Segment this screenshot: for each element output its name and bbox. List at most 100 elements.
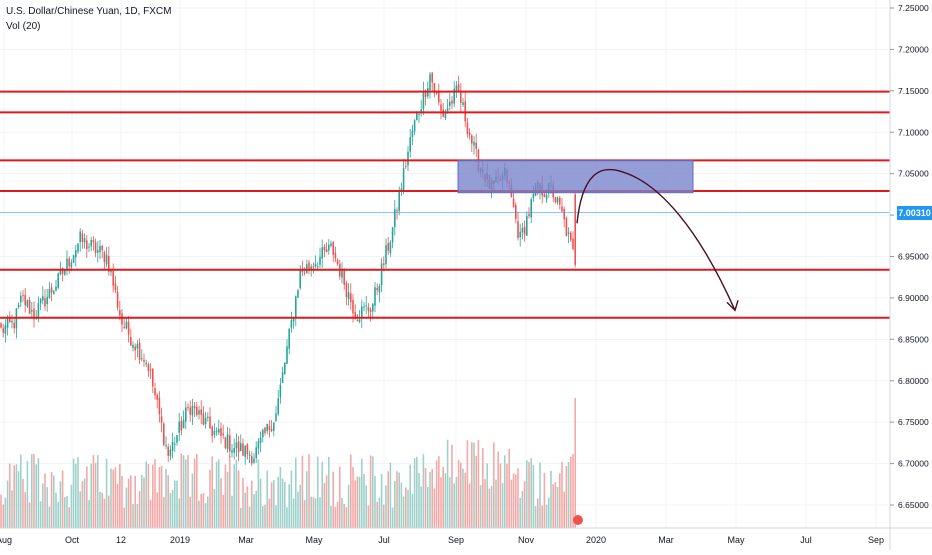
candle-up [207,416,209,418]
volume-bar [380,473,383,528]
volume-bar [121,476,123,528]
candle-down [572,238,574,250]
volume-bar [332,471,334,528]
volume-bar [262,506,264,528]
candle-down [180,420,183,431]
y-tick-label: 6.85000 [898,334,929,344]
volume-bar [550,470,552,528]
volume-bar [53,475,55,528]
volume-bar [457,459,460,528]
candle-up [290,320,293,328]
volume-bar [292,498,295,528]
candle-down [405,165,407,167]
volume-bar [2,504,4,528]
volume-bar [275,505,277,528]
volume-bar [72,458,75,528]
candle-up [556,197,559,203]
volume-bar [328,456,330,528]
volume-bar [136,503,139,528]
candle-down [123,326,125,328]
resistance-zone[interactable] [457,159,694,194]
candle-down [574,194,576,265]
candle-up [90,240,92,247]
candle-down [475,142,477,149]
candle-up [48,289,51,299]
volume-bar [152,464,154,528]
volume-bar [308,454,310,528]
candle-up [218,428,220,433]
volume-bar [83,478,86,528]
candle-down [554,197,557,202]
candle-down [33,308,35,320]
y-tick-label: 6.65000 [898,500,929,510]
candle-up [363,306,365,308]
volume-indicator-label[interactable]: Vol (20) [6,21,41,32]
volume-bar [339,466,341,528]
volume-bar [504,455,506,528]
candle-down [543,194,546,198]
volume-bar [484,479,486,528]
volume-bar [389,462,392,528]
candle-up [6,317,9,328]
candle-up [20,295,22,303]
volume-bar [37,458,40,528]
volume-bar [94,462,97,528]
volume-bar [167,475,169,528]
candle-up [64,269,66,275]
candle-down [158,397,161,415]
volume-bar [336,501,339,528]
candle-down [92,240,95,243]
candle-up [306,264,308,274]
candle-up [413,120,416,132]
candle-up [37,303,40,318]
horizontal-levels[interactable] [0,90,890,319]
volume-bar [160,466,163,528]
symbol-title[interactable]: U.S. Dollar/Chinese Yuan, 1D, FXCM [6,6,172,17]
volume-bar [116,483,119,528]
volume-bar [108,495,110,528]
candle-down [517,221,519,239]
volume-bar [147,463,150,528]
candle-down [138,342,141,360]
candle-down [28,300,31,315]
x-tick-label: 2020 [586,535,606,545]
x-tick-label: Jul [378,535,390,545]
volume-bar [110,468,112,528]
volume-bar [130,475,132,528]
volume-bar [446,439,449,528]
candle-down [167,446,169,456]
candle-down [189,407,191,415]
volume-bar [345,507,348,528]
volume-bar [28,502,31,528]
candle-up [125,321,128,329]
volume-bar [55,492,57,528]
candle-up [26,300,29,307]
volume-bar [539,462,541,528]
x-tick-label: Mar [238,535,254,545]
volume-bar [9,463,11,528]
drawings[interactable] [457,159,739,525]
candle-down [134,346,136,351]
forecast-arrow[interactable] [576,168,736,311]
candle-up [70,262,73,268]
volume-bar [24,492,26,528]
candle-down [367,307,370,311]
volume-bar [231,495,233,528]
candle-down [127,321,130,335]
candle-down [0,323,2,328]
event-marker-icon[interactable] [573,515,583,525]
volume-bar [125,487,128,528]
volume-bar [385,485,387,528]
volume-bar [460,462,462,528]
volume-bar [554,482,557,528]
volume-bar [169,493,172,528]
volume-bar [295,457,297,528]
volume-bar [325,475,328,528]
candle-up [275,413,277,421]
x-tick-label: May [727,535,745,545]
volume-bar [33,453,35,528]
y-tick-label: 6.90000 [898,293,929,303]
candle-down [9,316,11,322]
